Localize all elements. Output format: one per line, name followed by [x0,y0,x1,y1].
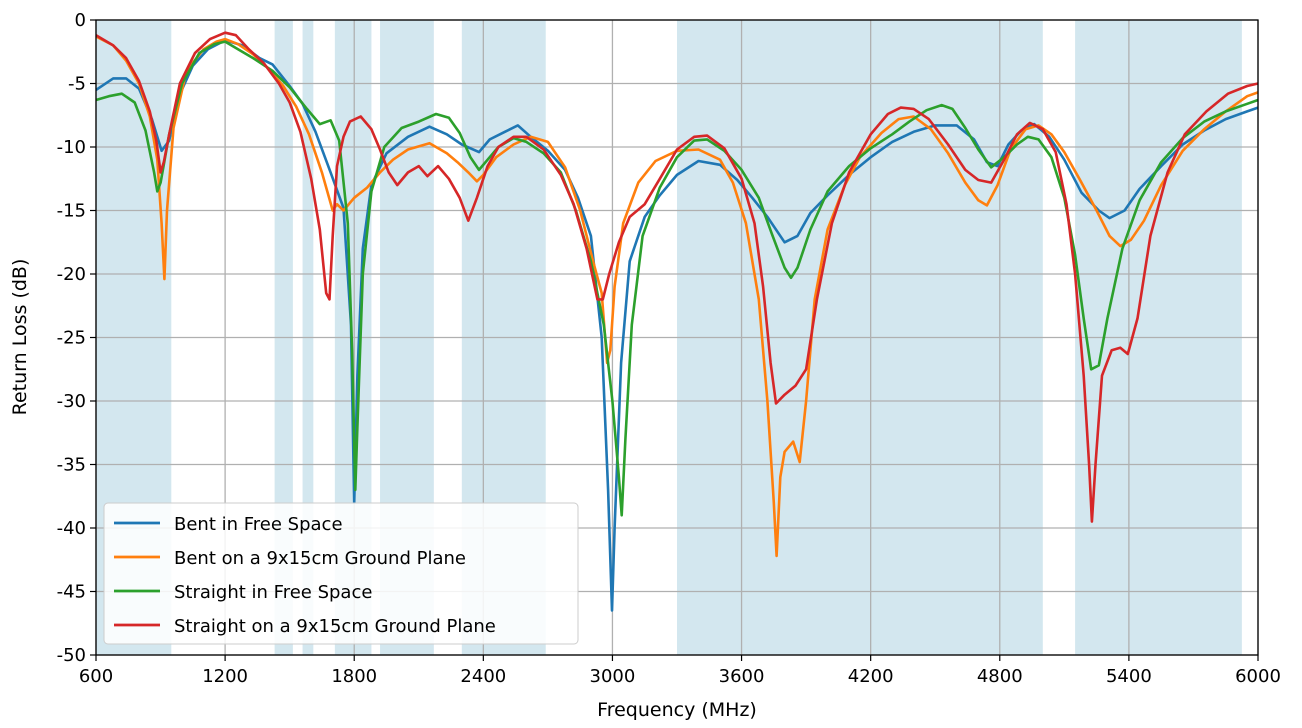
x-tick-label-9: 6000 [1235,666,1281,687]
x-tick-label-3: 2400 [460,666,506,687]
y-tick-label-6: -30 [57,391,86,412]
y-tick-label-0: 0 [75,10,86,31]
axis-ticks: 600 1200 1800 2400 3000 3600 4200 4800 5400 6000 0… [57,10,1281,687]
x-tick-label-1: 1200 [202,666,248,687]
y-tick-label-10: -50 [57,645,86,666]
series-lines [95,31,1259,612]
series-line-0 [95,39,1259,612]
y-axis-label: Return Loss (dB) [9,259,31,416]
x-tick-label-2: 1800 [331,666,377,687]
y-tick-label-8: -40 [57,518,86,539]
y-tick-label-7: -35 [57,455,86,476]
x-tick-label-0: 600 [79,666,113,687]
y-tick-label-3: -15 [57,201,86,222]
y-tick-label-4: -20 [57,264,86,285]
x-tick-label-7: 4800 [977,666,1023,687]
y-tick-label-2: -10 [57,137,86,158]
x-tick-label-5: 3600 [719,666,765,687]
x-tick-label-6: 4200 [848,666,894,687]
x-axis-label: Frequency (MHz) [597,699,757,721]
legend-box [103,502,579,645]
y-tick-label-1: -5 [68,74,86,95]
series-line-2 [95,40,1259,517]
y-tick-label-9: -45 [57,582,86,603]
series-line-3 [95,31,1259,523]
legend-label-3: Straight on a 9x15cm Ground Plane [174,616,496,637]
x-tick-label-8: 5400 [1106,666,1152,687]
legend: Bent in Free Space Bent on a 9x15cm Groun… [103,502,579,645]
legend-label-2: Straight in Free Space [174,582,372,603]
legend-label-1: Bent on a 9x15cm Ground Plane [174,548,466,569]
y-tick-label-5: -25 [57,328,86,349]
legend-label-0: Bent in Free Space [174,514,343,535]
x-tick-label-4: 3000 [590,666,636,687]
